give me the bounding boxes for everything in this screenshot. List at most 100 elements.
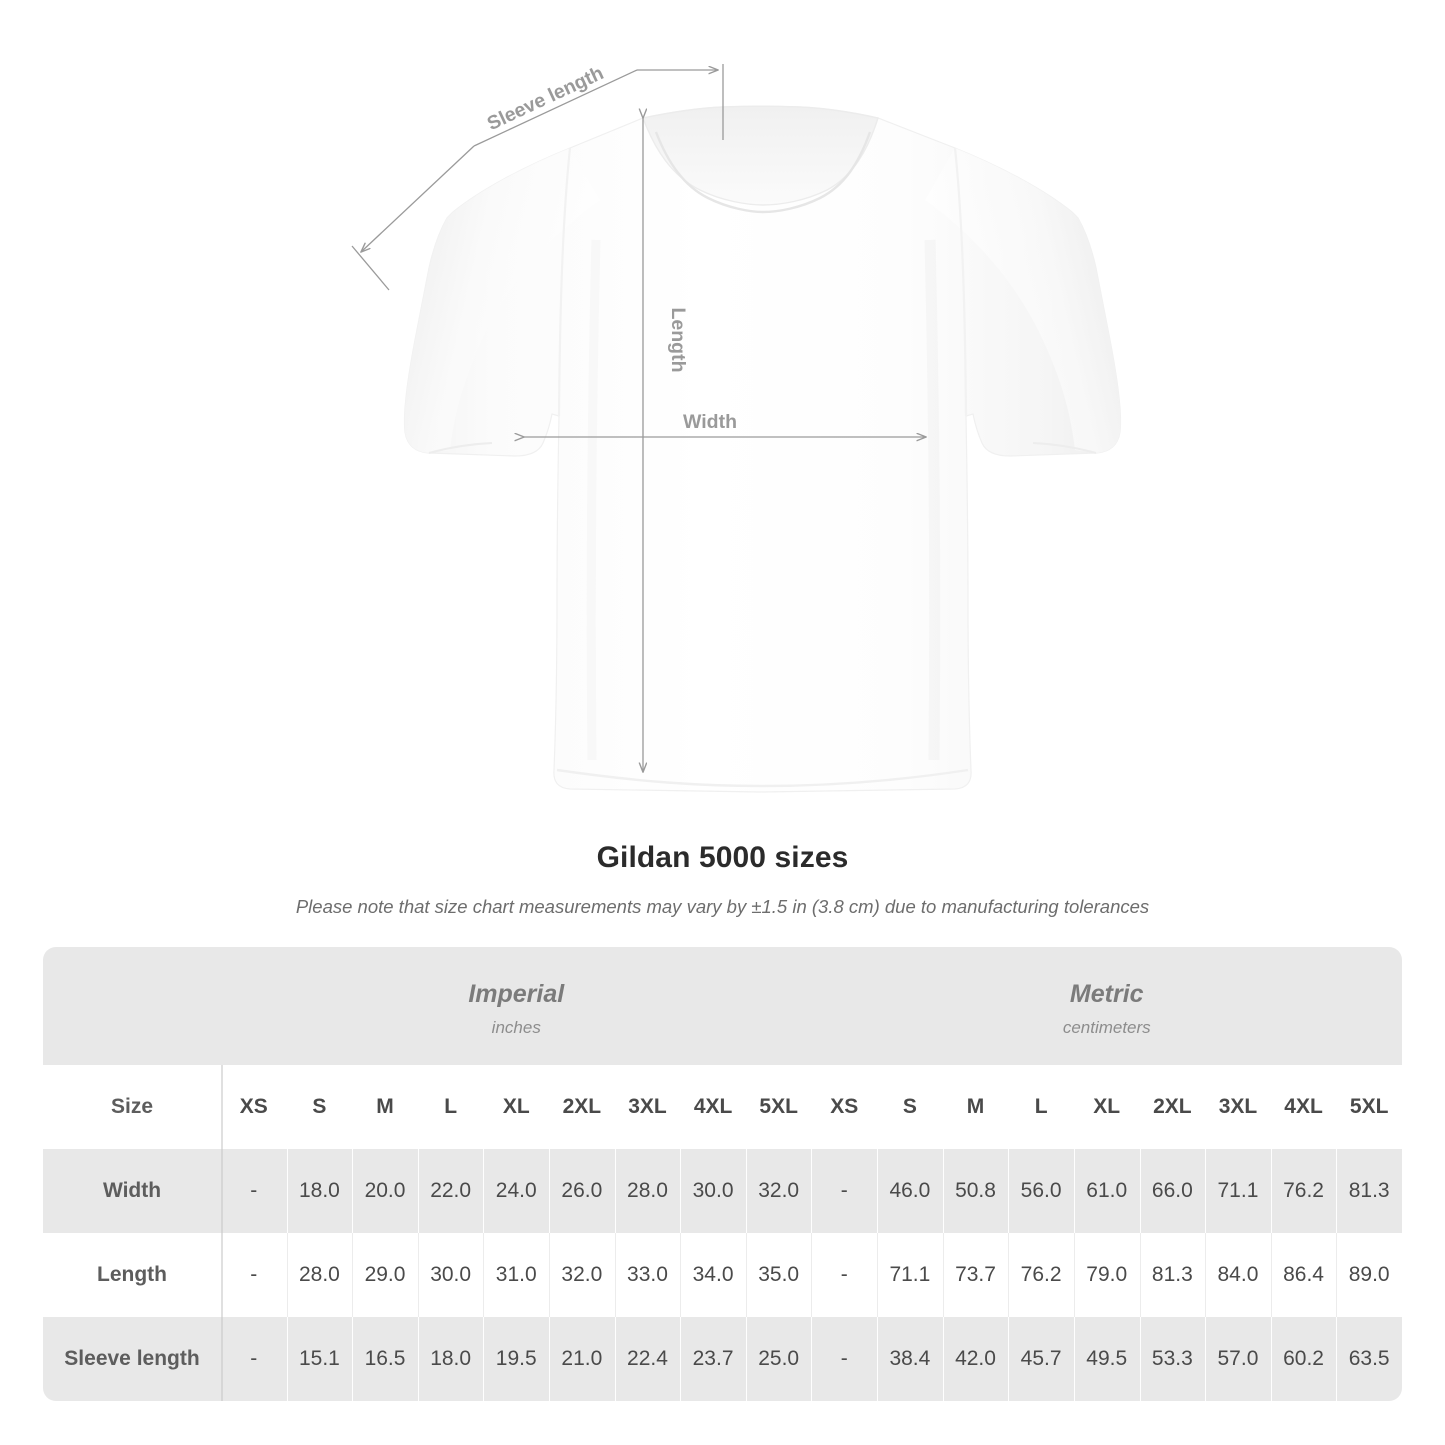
size-header-xs-metric: XS bbox=[811, 1065, 877, 1149]
unit-name-imperial: Imperial bbox=[468, 980, 565, 1008]
size-header-4xl-metric: 4XL bbox=[1270, 1065, 1337, 1149]
collar-inner-edge bbox=[654, 131, 872, 214]
unit-sub-imperial: inches bbox=[491, 1018, 541, 1037]
cell-sleeve-length-metric-2xl: 53.3 bbox=[1139, 1317, 1206, 1401]
cell-length-metric-3xl: 84.0 bbox=[1205, 1233, 1271, 1317]
cell-width-imperial-2xl: 26.0 bbox=[549, 1149, 615, 1233]
cell-width-imperial-xs: - bbox=[221, 1149, 287, 1233]
cell-sleeve-length-metric-m: 42.0 bbox=[942, 1317, 1009, 1401]
cell-length-metric-4xl: 86.4 bbox=[1270, 1233, 1337, 1317]
cell-length-imperial-l: 30.0 bbox=[417, 1233, 484, 1317]
table-row: Width -18.0 20.0 22.0 24.0 26.0 28.0 30.0 32.0-4… bbox=[43, 1149, 1402, 1233]
size-header-xl-imperial: XL bbox=[483, 1065, 549, 1149]
cell-sleeve-length-imperial-5xl: 25.0 bbox=[745, 1317, 812, 1401]
tshirt-measurement-diagram: Sleeve length Length Width bbox=[351, 62, 1122, 793]
length-label: Length bbox=[667, 308, 689, 373]
cell-length-metric-xl: 79.0 bbox=[1073, 1233, 1140, 1317]
left-sleeve-hem bbox=[428, 442, 493, 454]
tolerance-note: Please note that size chart measurements… bbox=[295, 896, 1150, 917]
cell-length-metric-m: 73.7 bbox=[942, 1233, 1009, 1317]
cell-sleeve-length-metric-l: 45.7 bbox=[1008, 1317, 1074, 1401]
cell-width-metric-l: 56.0 bbox=[1008, 1149, 1074, 1233]
unit-header-spacer bbox=[43, 947, 221, 1065]
body-fold-left bbox=[586, 239, 601, 761]
size-header-2xl-metric: 2XL bbox=[1139, 1065, 1206, 1149]
unit-header-metric: Metric centimeters bbox=[812, 947, 1403, 1065]
cell-sleeve-length-metric-xs: - bbox=[811, 1317, 877, 1401]
cell-length-metric-l: 76.2 bbox=[1008, 1233, 1074, 1317]
cell-sleeve-length-imperial-l: 18.0 bbox=[417, 1317, 484, 1401]
size-header-label: Size bbox=[110, 1095, 154, 1118]
size-header-3xl-metric: 3XL bbox=[1205, 1065, 1271, 1149]
cell-width-metric-m: 50.8 bbox=[942, 1149, 1009, 1233]
cell-length-metric-s: 71.1 bbox=[877, 1233, 943, 1317]
cell-sleeve-length-imperial-4xl: 23.7 bbox=[680, 1317, 746, 1401]
cell-width-metric-4xl: 76.2 bbox=[1270, 1149, 1337, 1233]
body-fold-right bbox=[924, 239, 941, 761]
cell-length-imperial-2xl: 32.0 bbox=[549, 1233, 615, 1317]
size-table-body: Size XS S M L XL 2XL 3XL 4XL 5XL XS S M L XL 2XL 3XL 4XL 5… bbox=[43, 1065, 1402, 1401]
cell-length-metric-5xl: 89.0 bbox=[1336, 1233, 1402, 1317]
right-armhole-seam bbox=[953, 147, 968, 417]
cell-sleeve-length-metric-s: 38.4 bbox=[877, 1317, 943, 1401]
size-header-s-imperial: S bbox=[286, 1065, 353, 1149]
cell-length-imperial-xl: 31.0 bbox=[483, 1233, 549, 1317]
cell-width-metric-s: 46.0 bbox=[877, 1149, 943, 1233]
cell-length-imperial-m: 29.0 bbox=[352, 1233, 418, 1317]
tshirt-graphic bbox=[403, 105, 1122, 793]
cell-width-metric-5xl: 81.3 bbox=[1336, 1149, 1402, 1233]
size-header-l-metric: L bbox=[1008, 1065, 1074, 1149]
width-dimension: Width bbox=[524, 411, 926, 437]
cell-length-imperial-3xl: 33.0 bbox=[614, 1233, 681, 1317]
cell-length-imperial-xs: - bbox=[221, 1233, 287, 1317]
tshirt-left-sleeve bbox=[404, 148, 600, 453]
cell-width-metric-xl: 61.0 bbox=[1073, 1149, 1140, 1233]
sleeve-length-label: Sleeve length bbox=[484, 62, 607, 135]
cell-width-imperial-5xl: 32.0 bbox=[745, 1149, 812, 1233]
cell-sleeve-length-imperial-xl: 19.5 bbox=[483, 1317, 549, 1401]
size-header-l-imperial: L bbox=[417, 1065, 484, 1149]
sleeve-arrow-shoulder bbox=[473, 69, 638, 147]
left-armhole-seam bbox=[557, 147, 572, 417]
cell-width-imperial-3xl: 28.0 bbox=[614, 1149, 681, 1233]
sleeve-arrow-diagonal bbox=[361, 145, 475, 252]
size-header-2xl-imperial: 2XL bbox=[549, 1065, 615, 1149]
bottom-hem bbox=[556, 768, 969, 788]
table-row: Sleeve length -15.1 16.5 18.0 19.5 21.0 22.4 23… bbox=[43, 1317, 1402, 1401]
cell-width-imperial-xl: 24.0 bbox=[483, 1149, 549, 1233]
width-label: Width bbox=[683, 411, 737, 433]
sleeve-hem-tick bbox=[351, 245, 390, 291]
cell-length-metric-xs: - bbox=[811, 1233, 877, 1317]
cell-length-imperial-s: 28.0 bbox=[286, 1233, 353, 1317]
unit-name-metric: Metric bbox=[1069, 980, 1144, 1008]
cell-sleeve-length-imperial-xs: - bbox=[221, 1317, 287, 1401]
size-header-s-metric: S bbox=[877, 1065, 943, 1149]
cell-width-metric-3xl: 71.1 bbox=[1205, 1149, 1271, 1233]
size-header-xs-imperial: XS bbox=[221, 1065, 287, 1149]
size-header-m-metric: M bbox=[942, 1065, 1009, 1149]
size-header-xl-metric: XL bbox=[1073, 1065, 1140, 1149]
size-header-3xl-imperial: 3XL bbox=[614, 1065, 681, 1149]
cell-length-imperial-5xl: 35.0 bbox=[745, 1233, 812, 1317]
cell-sleeve-length-imperial-2xl: 21.0 bbox=[549, 1317, 615, 1401]
cell-width-imperial-l: 22.0 bbox=[417, 1149, 484, 1233]
unit-sub-metric: centimeters bbox=[1062, 1018, 1151, 1037]
size-header-5xl-imperial: 5XL bbox=[745, 1065, 812, 1149]
size-table: Imperial inches Metric centimeters Size X… bbox=[43, 947, 1402, 1401]
unit-header-imperial: Imperial inches bbox=[221, 947, 812, 1065]
cell-sleeve-length-metric-4xl: 60.2 bbox=[1270, 1317, 1337, 1401]
title-block: Gildan 5000 sizes Please note that size … bbox=[0, 840, 1445, 919]
cell-sleeve-length-imperial-3xl: 22.4 bbox=[614, 1317, 681, 1401]
table-row: Length -28.0 29.0 30.0 31.0 32.0 33.0 34.0 35.0-… bbox=[43, 1233, 1402, 1317]
unit-header-row: Imperial inches Metric centimeters bbox=[43, 947, 1402, 1065]
cell-sleeve-length-metric-xl: 49.5 bbox=[1073, 1317, 1140, 1401]
cell-width-metric-xs: - bbox=[811, 1149, 877, 1233]
right-sleeve-hem bbox=[1032, 442, 1097, 454]
length-dimension: Length bbox=[643, 118, 689, 772]
cell-sleeve-length-imperial-s: 15.1 bbox=[286, 1317, 353, 1401]
page-title: Gildan 5000 sizes bbox=[596, 841, 849, 874]
table-row-size-header: Size XS S M L XL 2XL 3XL 4XL 5XL XS S M L XL 2XL 3XL 4XL 5… bbox=[43, 1065, 1402, 1149]
cell-sleeve-length-metric-3xl: 57.0 bbox=[1205, 1317, 1271, 1401]
cell-length-imperial-4xl: 34.0 bbox=[680, 1233, 746, 1317]
row-label-length: Length bbox=[97, 1263, 167, 1286]
